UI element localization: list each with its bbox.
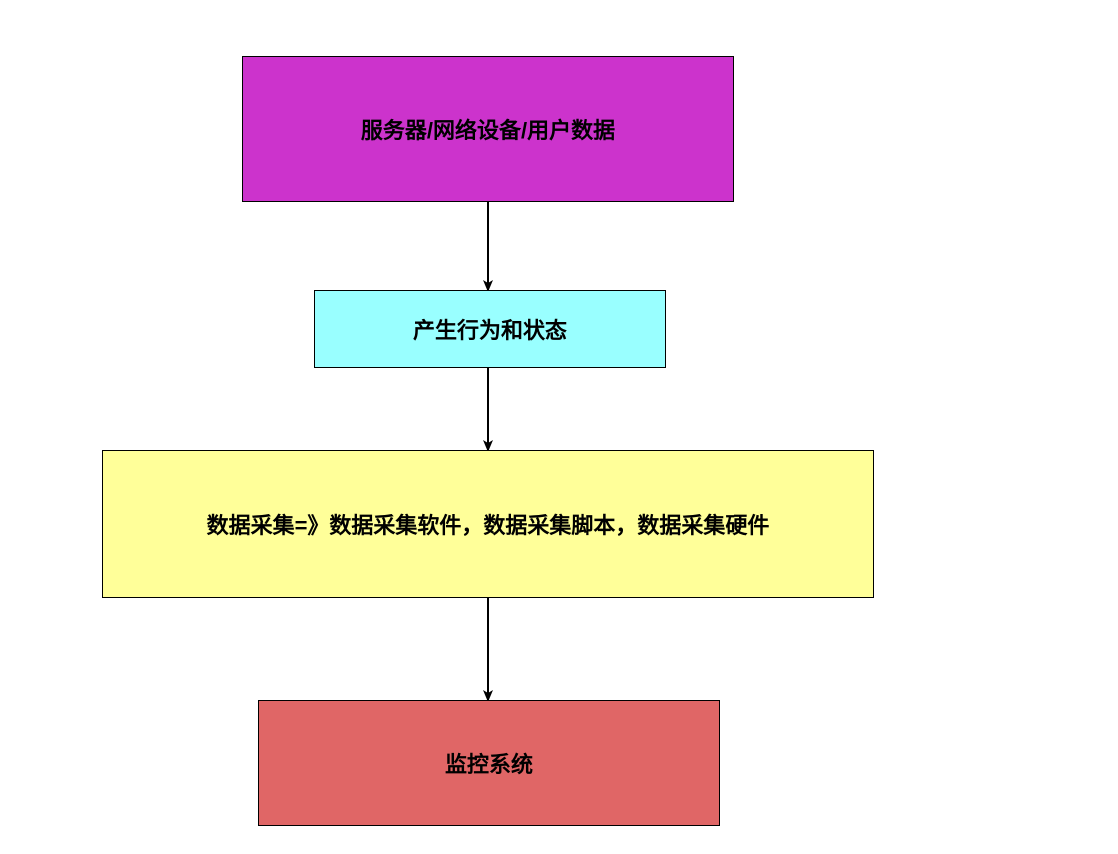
- node-behavior: 产生行为和状态: [314, 290, 666, 368]
- flowchart-canvas: 服务器/网络设备/用户数据 产生行为和状态 数据采集=》数据采集软件，数据采集脚…: [0, 0, 1118, 854]
- node-label: 监控系统: [445, 747, 533, 779]
- node-label: 产生行为和状态: [413, 313, 567, 345]
- node-servers: 服务器/网络设备/用户数据: [242, 56, 734, 202]
- node-label: 服务器/网络设备/用户数据: [361, 113, 615, 145]
- node-monitor: 监控系统: [258, 700, 720, 826]
- node-collection: 数据采集=》数据采集软件，数据采集脚本，数据采集硬件: [102, 450, 874, 598]
- node-label: 数据采集=》数据采集软件，数据采集脚本，数据采集硬件: [207, 508, 770, 540]
